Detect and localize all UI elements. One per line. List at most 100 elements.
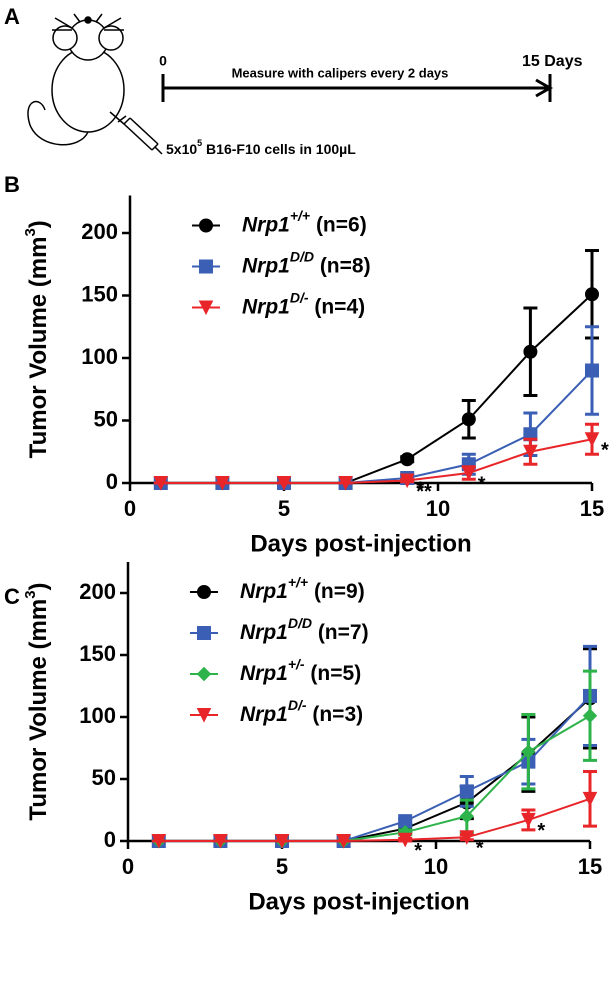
legend-marker	[198, 300, 214, 316]
data-point	[461, 466, 477, 481]
significance-mark: *	[601, 440, 609, 462]
legend-label-part: (n=7)	[312, 621, 369, 644]
y-axis-title-part: 3	[22, 590, 39, 598]
data-point	[584, 432, 600, 447]
legend-label: Nrp1+/+ (n=9)	[240, 574, 365, 603]
x-tick-label: 10	[424, 854, 448, 879]
x-axis-title: Days post-injection	[250, 530, 471, 557]
significance-mark: *	[414, 840, 422, 862]
y-tick-label: 50	[94, 406, 118, 431]
data-point	[338, 476, 353, 491]
y-axis-title: Tumor Volume (mm3)	[22, 582, 52, 820]
x-tick-label: 15	[580, 496, 604, 521]
x-tick-label: 5	[276, 854, 288, 879]
data-point	[397, 832, 413, 848]
series-line	[160, 369, 593, 484]
y-tick-label: 50	[92, 765, 116, 790]
data-point	[459, 830, 475, 845]
significance-mark: *	[416, 478, 424, 500]
y-axis-title-part: )	[25, 220, 52, 228]
data-point	[400, 452, 415, 467]
data-point	[585, 363, 599, 378]
legend-label-part: D/D	[290, 248, 314, 264]
injection-label: 5x105 B16-F10 cells in 100µL	[166, 138, 356, 156]
series-line	[160, 438, 593, 484]
y-tick-label: 200	[81, 219, 118, 244]
injection-text: 5x10	[166, 141, 197, 157]
legend-label-part: (n=8)	[314, 254, 371, 277]
y-tick-label: 200	[79, 579, 116, 604]
legend-label-part: (n=9)	[308, 580, 365, 603]
data-point	[523, 444, 538, 460]
y-axis-title: Tumor Volume (mm3)	[22, 220, 52, 458]
data-point	[461, 412, 476, 427]
y-axis-title-part: )	[25, 582, 52, 590]
legend-label-part: +/+	[290, 207, 310, 223]
significance-mark: *	[478, 473, 486, 495]
legend-label-part: +/-	[288, 656, 305, 672]
timeline-end: 15 Days	[522, 53, 583, 70]
legend-marker	[196, 666, 212, 682]
data-point	[521, 744, 536, 759]
data-point	[582, 791, 598, 807]
data-point	[213, 834, 228, 849]
panel-letter: A	[4, 4, 20, 29]
legend-marker	[196, 708, 212, 723]
data-point	[153, 476, 169, 491]
legend-marker	[199, 259, 213, 274]
x-tick-label: 0	[122, 854, 134, 879]
data-point	[151, 834, 167, 849]
series-line	[158, 797, 591, 842]
injection-exponent: 5	[197, 138, 202, 148]
legend-label-part: (n=3)	[307, 703, 364, 726]
legend-label: Nrp1D/D (n=7)	[240, 615, 369, 644]
legend-label-part: Nrp1	[240, 621, 288, 644]
legend-marker	[197, 626, 211, 640]
series-line	[158, 714, 591, 842]
legend-label-part: (n=6)	[310, 213, 367, 236]
legend-label-part: +/+	[288, 574, 308, 590]
legend-label-part: Nrp1	[242, 254, 290, 277]
legend-label: Nrp1D/- (n=3)	[240, 697, 363, 726]
legend-label-part: D/D	[288, 615, 312, 631]
x-tick-label: 0	[124, 496, 136, 521]
data-point	[274, 834, 290, 849]
y-tick-label: 100	[81, 344, 118, 369]
y-axis-title-part: Tumor Volume (mm	[25, 599, 52, 821]
timeline-label: Measure with calipers every 2 days	[232, 65, 449, 80]
significance-mark: *	[537, 820, 545, 842]
x-tick-label: 10	[426, 496, 450, 521]
legend-label: Nrp1+/+ (n=6)	[242, 207, 367, 236]
panel-letter: B	[4, 172, 20, 197]
legend-label: Nrp1D/- (n=4)	[242, 289, 365, 318]
y-tick-label: 0	[104, 827, 116, 852]
data-point	[585, 287, 599, 302]
y-tick-label: 100	[79, 703, 116, 728]
x-tick-label: 5	[278, 496, 290, 521]
legend-label-part: D/-	[290, 289, 309, 305]
x-tick-label: 15	[578, 854, 602, 879]
injection-text: B16-F10 cells in 100µL	[202, 141, 356, 157]
y-tick-label: 0	[106, 469, 118, 494]
timeline	[161, 74, 554, 102]
y-tick-label: 150	[81, 281, 118, 306]
data-point	[523, 344, 538, 359]
y-axis-title-part: Tumor Volume (mm	[25, 237, 52, 459]
legend-marker	[199, 218, 213, 233]
data-point	[215, 476, 230, 491]
x-axis-title: Days post-injection	[248, 888, 469, 915]
panel-letter: C	[4, 584, 20, 609]
mouse-drawing	[27, 13, 125, 146]
legend-label-part: Nrp1	[242, 295, 290, 318]
legend-label-part: D/-	[288, 697, 307, 713]
significance-mark: **	[416, 481, 432, 503]
legend-label-part: Nrp1	[240, 703, 288, 726]
data-point	[459, 784, 474, 799]
significance-mark: *	[476, 838, 484, 860]
data-point	[521, 812, 536, 828]
data-point	[459, 808, 475, 824]
timeline-start: 0	[159, 53, 167, 69]
legend-label: Nrp1D/D (n=8)	[242, 248, 371, 277]
legend-label-part: Nrp1	[240, 662, 288, 685]
